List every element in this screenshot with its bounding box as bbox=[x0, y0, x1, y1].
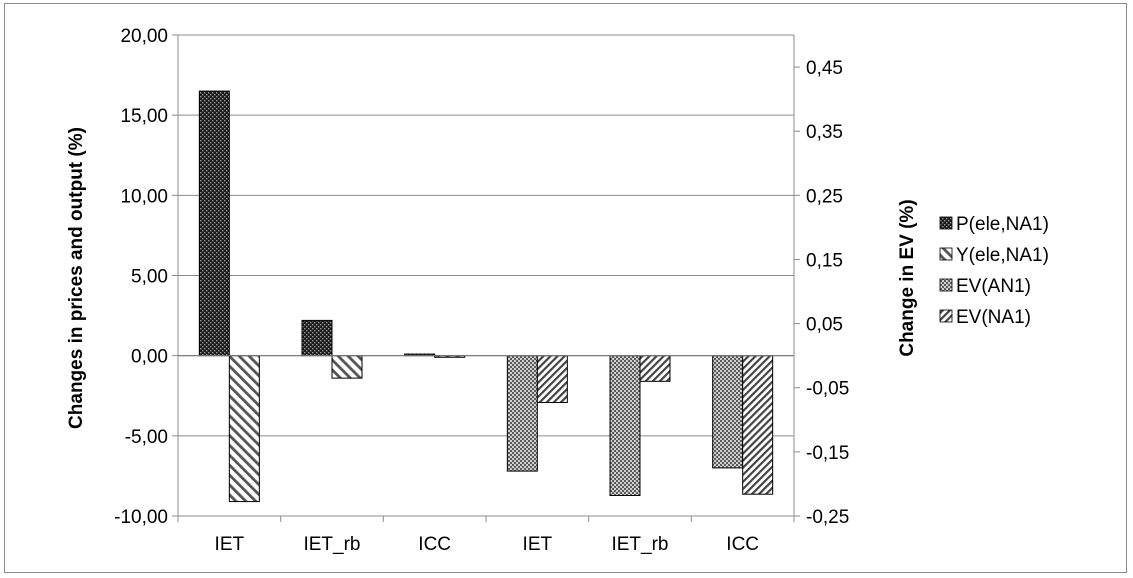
left-tick-label: 10,00 bbox=[120, 186, 168, 207]
x-tick-label: IET bbox=[523, 534, 553, 555]
legend-swatch bbox=[939, 309, 953, 323]
left-tick-label: 20,00 bbox=[120, 26, 168, 47]
bar-Y(ele,NA1) bbox=[331, 355, 363, 379]
right-tick-label: -0,05 bbox=[806, 379, 849, 400]
x-tick-label: ICC bbox=[418, 534, 451, 555]
left-axis-title: Changes in prices and output (%) bbox=[66, 127, 87, 429]
right-axis-ticks: -0,25 -0,15 -0,05 0,05 0,15 0,25 0,35 0,45 bbox=[806, 58, 849, 528]
axes bbox=[172, 34, 800, 522]
left-tick-label: 15,00 bbox=[120, 106, 168, 127]
bars bbox=[198, 90, 774, 503]
bar-EV(AN1) bbox=[506, 355, 538, 472]
bar-EV(NA1) bbox=[639, 355, 671, 382]
legend-label: EV(NA1) bbox=[956, 307, 1031, 328]
left-tick-label: 0,00 bbox=[131, 347, 168, 368]
right-tick-label: 0,15 bbox=[806, 250, 843, 271]
x-tick-label: IET_rb bbox=[611, 534, 668, 555]
bar-EV(NA1) bbox=[742, 355, 774, 495]
left-axis-ticks: -10,00 -5,00 0,00 5,00 10,00 15,00 20,00 bbox=[114, 26, 168, 528]
legend-label: P(ele,NA1) bbox=[956, 214, 1049, 235]
legend-label: EV(AN1) bbox=[956, 276, 1031, 297]
right-tick-label: 0,05 bbox=[806, 315, 843, 336]
left-tick-label: -5,00 bbox=[125, 427, 168, 448]
x-tick-label: IET bbox=[215, 534, 245, 555]
right-tick-label: 0,35 bbox=[806, 122, 843, 143]
bar-EV(AN1) bbox=[712, 355, 744, 469]
legend-swatch bbox=[939, 247, 953, 261]
legend-label: Y(ele,NA1) bbox=[956, 245, 1049, 266]
bar-P(ele,NA1) bbox=[198, 90, 230, 357]
legend: P(ele,NA1) Y(ele,NA1) EV(AN1) EV(NA1) bbox=[939, 214, 1049, 328]
left-tick-label: 5,00 bbox=[131, 267, 168, 288]
right-axis-title: Change in EV (%) bbox=[897, 199, 918, 356]
right-tick-label: -0,25 bbox=[806, 507, 849, 528]
right-tick-label: 0,45 bbox=[806, 58, 843, 79]
bar-P(ele,NA1) bbox=[301, 319, 333, 357]
left-tick-label: -10,00 bbox=[114, 507, 168, 528]
right-tick-label: 0,25 bbox=[806, 186, 843, 207]
bar-Y(ele,NA1) bbox=[228, 355, 260, 503]
x-axis-ticks: IET IET_rb ICC IET IET_rb ICC bbox=[215, 534, 759, 555]
gridlines bbox=[178, 34, 794, 517]
right-tick-label: -0,15 bbox=[806, 443, 849, 464]
legend-swatch bbox=[939, 278, 953, 292]
x-tick-label: ICC bbox=[726, 534, 759, 555]
bar-EV(NA1) bbox=[536, 355, 568, 403]
bar-EV(AN1) bbox=[609, 355, 641, 496]
legend-swatch bbox=[939, 216, 953, 230]
x-tick-label: IET_rb bbox=[303, 534, 360, 555]
